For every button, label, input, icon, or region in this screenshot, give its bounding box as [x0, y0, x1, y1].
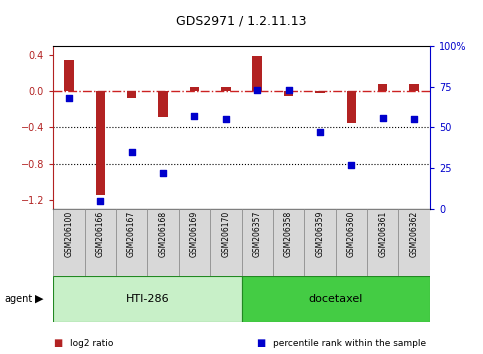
Point	[222, 116, 230, 122]
Bar	[85, 209, 116, 276]
Bar	[367, 209, 398, 276]
Bar	[253, 56, 262, 91]
Point	[191, 113, 199, 119]
Bar	[64, 59, 73, 91]
Text: ▶: ▶	[35, 294, 43, 304]
Point	[348, 162, 355, 168]
Bar	[53, 209, 85, 276]
Bar	[273, 209, 304, 276]
Point	[253, 87, 261, 93]
Point	[128, 149, 135, 155]
Bar	[116, 209, 147, 276]
Bar	[410, 84, 419, 91]
Bar	[304, 209, 336, 276]
Text: percentile rank within the sample: percentile rank within the sample	[273, 339, 426, 348]
Text: GSM206360: GSM206360	[347, 211, 356, 257]
Text: docetaxel: docetaxel	[309, 294, 363, 304]
Text: ■: ■	[53, 338, 62, 348]
Bar	[336, 209, 367, 276]
Text: GSM206168: GSM206168	[158, 211, 168, 257]
Bar	[210, 209, 242, 276]
Point	[97, 198, 104, 204]
Bar	[398, 209, 430, 276]
Text: agent: agent	[5, 294, 33, 304]
Point	[411, 116, 418, 122]
Bar	[158, 91, 168, 116]
Bar	[284, 91, 293, 96]
Bar	[53, 276, 242, 322]
Text: GSM206358: GSM206358	[284, 211, 293, 257]
Text: GSM206359: GSM206359	[315, 211, 325, 257]
Bar	[378, 84, 387, 91]
Text: GDS2971 / 1.2.11.13: GDS2971 / 1.2.11.13	[176, 14, 307, 27]
Text: HTI-286: HTI-286	[126, 294, 169, 304]
Bar	[179, 209, 210, 276]
Bar	[242, 209, 273, 276]
Text: GSM206362: GSM206362	[410, 211, 419, 257]
Bar	[347, 91, 356, 123]
Point	[285, 87, 293, 93]
Text: GSM206170: GSM206170	[221, 211, 230, 257]
Bar	[221, 87, 230, 91]
Bar	[190, 87, 199, 91]
Point	[65, 95, 73, 101]
Text: GSM206100: GSM206100	[64, 211, 73, 257]
Text: GSM206167: GSM206167	[127, 211, 136, 257]
Bar	[96, 91, 105, 195]
Bar	[147, 209, 179, 276]
Point	[159, 170, 167, 176]
Text: GSM206166: GSM206166	[96, 211, 105, 257]
Point	[379, 115, 387, 120]
Text: ■: ■	[256, 338, 265, 348]
Text: GSM206169: GSM206169	[190, 211, 199, 257]
Point	[316, 130, 324, 135]
Text: log2 ratio: log2 ratio	[70, 339, 114, 348]
Bar	[242, 276, 430, 322]
Text: GSM206361: GSM206361	[378, 211, 387, 257]
Text: GSM206357: GSM206357	[253, 211, 262, 257]
Bar	[315, 91, 325, 93]
Bar	[127, 91, 136, 98]
